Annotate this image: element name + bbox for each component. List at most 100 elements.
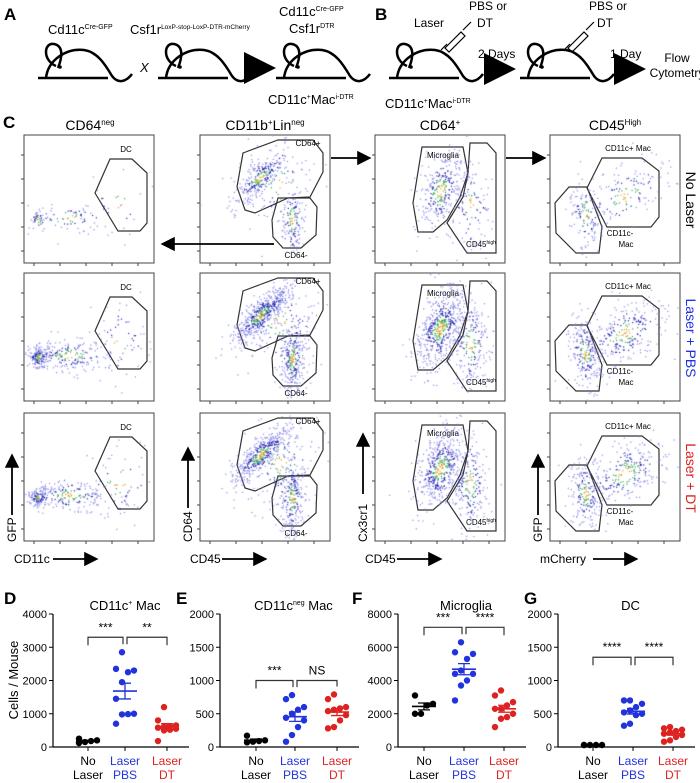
y-tick-label: 1500 — [528, 642, 552, 654]
data-point — [112, 695, 120, 702]
y-axis-label: Cells / Mouse — [6, 641, 21, 720]
sem-error-bar — [331, 707, 343, 717]
significance-bracket — [423, 626, 463, 636]
flow-x-axis-label: CD45 — [365, 552, 396, 566]
chart-title: Microglia — [440, 598, 493, 613]
y-tick-label: 500 — [196, 709, 214, 721]
sem-error-bar — [418, 702, 430, 711]
data-point — [497, 687, 505, 694]
category-label: Laser — [618, 754, 648, 768]
y-tick-label: 2000 — [368, 709, 392, 721]
significance-label: ** — [142, 620, 152, 634]
panel-label-b: B — [375, 5, 387, 24]
flow-plot-events — [375, 273, 505, 401]
significance-label: *** — [436, 610, 450, 624]
data-point — [342, 711, 350, 719]
data-point — [118, 711, 126, 718]
mouse-label: CD11c+Maci-DTR — [385, 96, 471, 111]
y-tick-label: 1000 — [190, 676, 214, 688]
syringe-icon — [563, 21, 595, 53]
significance-label: *** — [98, 620, 112, 634]
data-point — [626, 697, 634, 704]
y-tick-label: 3000 — [23, 642, 47, 654]
category-label: PBS — [452, 768, 476, 782]
data-point — [469, 650, 477, 658]
flow-plot-events — [550, 135, 680, 263]
parent2-genotype: Csf1rLoxP-stop-LoxP-DTR-mCherry — [130, 22, 251, 37]
data-point — [491, 723, 499, 731]
data-point — [632, 711, 640, 719]
mouse-icon — [387, 42, 485, 83]
significance-label: NS — [309, 664, 326, 678]
category-label: DT — [329, 768, 346, 782]
data-point — [509, 698, 517, 706]
category-label: No — [248, 754, 264, 768]
category-label: No — [416, 754, 432, 768]
data-point — [118, 649, 126, 656]
flow-x-axis-label: CD11c — [14, 552, 50, 566]
category-label: Laser — [241, 768, 271, 782]
significance-label: **** — [645, 640, 664, 654]
data-point — [154, 737, 162, 745]
chart-title: DC — [621, 598, 640, 613]
category-label: Laser — [449, 754, 479, 768]
significance-label: **** — [476, 610, 495, 624]
data-point — [324, 707, 332, 715]
category-label: DT — [665, 768, 682, 782]
chart-0: CD11c+ Mac01000200030004000NoLaserLaserP… — [23, 598, 189, 782]
readout-line1: Flow — [664, 51, 690, 65]
data-point — [638, 700, 646, 707]
data-point — [666, 723, 674, 731]
flow-y-axis-label: GFP — [531, 517, 545, 542]
chart-3: DC0500100015002000NoLaserLaserPBSLaserDT… — [528, 598, 695, 782]
data-point — [463, 677, 471, 684]
sem-error-bar — [82, 739, 94, 743]
data-point — [124, 668, 132, 676]
data-point — [678, 726, 686, 733]
data-point — [243, 732, 251, 739]
panel-label-c: C — [3, 113, 15, 132]
y-tick-label: 0 — [41, 742, 47, 754]
flow-plot-events — [375, 135, 505, 263]
significance-bracket — [634, 656, 674, 666]
y-tick-label: 0 — [546, 742, 552, 754]
data-point — [330, 723, 338, 731]
data-point — [300, 703, 308, 711]
flow-plot-events — [200, 135, 330, 263]
panel-label-d: D — [4, 589, 16, 608]
cross-symbol: X — [139, 60, 150, 75]
data-point — [509, 710, 517, 717]
data-point — [130, 667, 138, 674]
category-label: Laser — [110, 754, 140, 768]
data-point — [154, 717, 162, 724]
panel-label-a: A — [4, 5, 16, 24]
y-tick-label: 500 — [534, 709, 552, 721]
category-label: No — [585, 754, 601, 768]
mouse-icon — [36, 42, 134, 83]
data-point — [336, 717, 344, 724]
data-point — [342, 703, 350, 711]
flow-plot-events — [200, 273, 330, 401]
sem-error-bar — [289, 711, 301, 723]
row-label-no-laser: No Laser — [683, 172, 699, 229]
category-label: PBS — [621, 768, 645, 782]
data-point — [620, 697, 628, 704]
parent1-genotype: Cd11cCre-GFP — [48, 22, 113, 37]
injection2-line1: PBS or — [589, 0, 627, 13]
category-label: Laser — [409, 768, 439, 782]
category-label: Laser — [322, 754, 352, 768]
category-label: No — [80, 754, 96, 768]
flow-plot-events — [24, 135, 154, 263]
data-point — [626, 720, 634, 727]
flow-x-axis-label: mCherry — [540, 552, 586, 566]
readout-line2: Cytometry — [650, 66, 700, 80]
data-point — [429, 700, 437, 707]
category-label: Laser — [73, 768, 103, 782]
data-point — [282, 738, 290, 745]
data-point — [660, 738, 668, 745]
data-point — [324, 695, 332, 703]
data-point — [620, 709, 628, 716]
chart-2: Microglia02000400060008000NoLaserLaserPB… — [368, 598, 526, 782]
y-tick-label: 1000 — [528, 676, 552, 688]
flow-x-axis-label: CD45 — [190, 552, 221, 566]
